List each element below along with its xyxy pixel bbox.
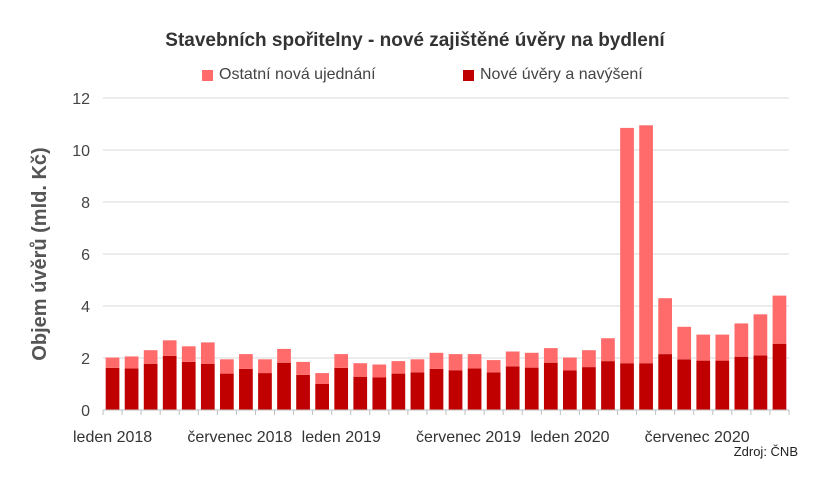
bar-nove-uvery (677, 359, 692, 410)
bar-ostatni-ujednani (753, 314, 768, 356)
legend-item-ostatni: Ostatní nová ujednání (202, 66, 376, 84)
bar-ostatni-ujednani (429, 352, 444, 369)
bar-ostatni-ujednani (181, 346, 196, 362)
x-tick-label: leden 2019 (302, 429, 381, 446)
bar-nove-uvery (448, 370, 463, 410)
bar-ostatni-ujednani (543, 348, 558, 363)
bar-ostatni-ujednani (239, 354, 253, 369)
bar-ostatni-ujednani (410, 359, 425, 373)
bar-nove-uvery (105, 367, 120, 410)
bar-ostatni-ujednani (772, 295, 787, 344)
bar-ostatni-ujednani (353, 363, 368, 377)
y-axis-title: Objem úvěrů (mld. Kč) (29, 147, 51, 360)
legend-label-nove: Nové úvěry a navýšení (480, 66, 643, 83)
x-tick-label: leden 2020 (530, 429, 609, 446)
bar-ostatni-ujednani (658, 298, 672, 355)
bar-ostatni-ujednani (334, 354, 349, 368)
bar-nove-uvery (524, 367, 539, 410)
bar-nove-uvery (296, 374, 310, 410)
bar-nove-uvery (239, 368, 253, 410)
bar-nove-uvery (315, 384, 329, 410)
bar-nove-uvery (353, 376, 368, 410)
chart-title: Stavebních spořitelny - nové zajištěné ú… (165, 30, 665, 51)
bar-ostatni-ujednani (448, 354, 463, 371)
bar-nove-uvery (277, 362, 291, 410)
bar-ostatni-ujednani (696, 334, 711, 361)
bar-nove-uvery (658, 354, 672, 410)
bar-ostatni-ujednani (486, 360, 501, 373)
bar-nove-uvery (467, 368, 482, 410)
bar-ostatni-ujednani (505, 351, 520, 367)
bar-nove-uvery (200, 363, 215, 410)
bar-ostatni-ujednani (162, 340, 177, 356)
legend-swatch-nove (463, 69, 474, 81)
bar-nove-uvery (563, 370, 577, 410)
y-tick-label: 0 (81, 403, 90, 420)
bar-ostatni-ujednani (467, 354, 482, 369)
bar-nove-uvery (181, 361, 196, 410)
x-tick-label: červenec 2018 (187, 429, 292, 446)
bar-nove-uvery (696, 360, 711, 410)
bar-ostatni-ujednani (677, 326, 692, 360)
legend-item-nove: Nové úvěry a navýšení (463, 66, 643, 84)
bar-ostatni-ujednani (620, 127, 634, 364)
bar-nove-uvery (162, 355, 177, 410)
y-tick-label: 10 (72, 143, 90, 160)
bar-ostatni-ujednani (124, 356, 139, 369)
bar-ostatni-ujednani (734, 323, 749, 357)
bar-nove-uvery (258, 373, 272, 410)
bar-nove-uvery (391, 373, 406, 410)
bar-ostatni-ujednani (372, 364, 387, 378)
y-tick-label: 6 (81, 247, 90, 264)
y-tick-label: 8 (81, 195, 90, 212)
bar-ostatni-ujednani (524, 352, 539, 368)
x-tick-label: červenec 2019 (416, 429, 521, 446)
bar-nove-uvery (334, 367, 349, 410)
bar-ostatni-ujednani (258, 359, 272, 374)
bar-nove-uvery (429, 368, 444, 410)
bar-nove-uvery (143, 363, 158, 410)
bar-nove-uvery (124, 368, 139, 410)
bar-nove-uvery (220, 373, 234, 410)
bar-nove-uvery (486, 372, 501, 410)
legend-swatch-ostatni (202, 69, 213, 81)
bar-ostatni-ujednani (639, 125, 653, 364)
bar-ostatni-ujednani (296, 361, 310, 375)
y-tick-label: 12 (72, 91, 90, 108)
bar-nove-uvery (601, 361, 615, 410)
bar-nove-uvery (505, 366, 520, 410)
bar-ostatni-ujednani (143, 350, 158, 364)
bar-nove-uvery (715, 360, 730, 410)
bar-ostatni-ujednani (601, 338, 615, 362)
bar-nove-uvery (772, 343, 787, 410)
bar-nove-uvery (639, 363, 653, 410)
bar-nove-uvery (372, 377, 387, 410)
bar-ostatni-ujednani (315, 373, 329, 384)
bar-ostatni-ujednani (105, 357, 120, 368)
bar-nove-uvery (753, 355, 768, 410)
bar-ostatni-ujednani (582, 350, 596, 368)
bar-ostatni-ujednani (391, 361, 406, 374)
x-tick-label: červenec 2020 (645, 429, 750, 446)
bar-nove-uvery (543, 362, 558, 410)
bar-ostatni-ujednani (715, 334, 730, 361)
chart-legend: Ostatní nová ujednání Nové úvěry a navýš… (0, 66, 830, 86)
bar-nove-uvery (410, 372, 425, 410)
bar-nove-uvery (734, 356, 749, 410)
x-tick-label: leden 2018 (73, 429, 152, 446)
bar-nove-uvery (620, 363, 634, 410)
bar-ostatni-ujednani (220, 359, 234, 374)
bar-ostatni-ujednani (277, 348, 291, 363)
bar-ostatni-ujednani (563, 357, 577, 371)
y-tick-label: 4 (81, 299, 90, 316)
legend-label-ostatni: Ostatní nová ujednání (219, 66, 376, 83)
source-note: Zdroj: ČNB (733, 444, 798, 459)
bar-ostatni-ujednani (200, 342, 215, 364)
y-tick-label: 2 (81, 351, 90, 368)
bar-nove-uvery (582, 367, 596, 410)
